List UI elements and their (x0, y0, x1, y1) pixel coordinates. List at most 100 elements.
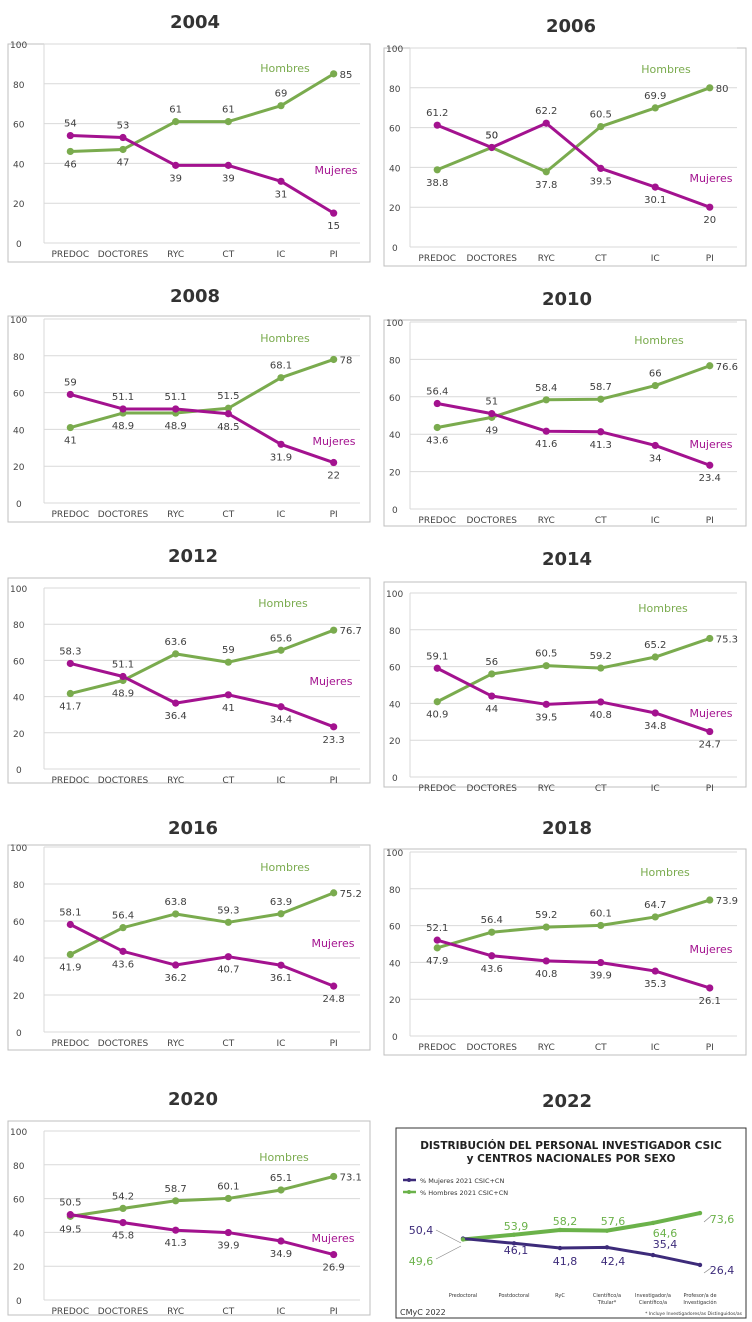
data-label: 26.9 (323, 1263, 345, 1274)
data-label: 36.4 (165, 711, 187, 722)
y-tick-label: 40 (13, 694, 25, 704)
x-tick-label: PI (330, 1039, 338, 1049)
x-tick-label: PI (706, 516, 714, 526)
x-tick-label: PREDOC (418, 516, 456, 526)
data-point-hombres (433, 698, 441, 706)
data-point-hombres (224, 658, 232, 666)
data-label: 61.2 (426, 108, 448, 119)
data-point-hombres (651, 381, 659, 390)
data-point-mujeres (542, 957, 550, 965)
infographic-title-line: y CENTROS NACIONALES POR SEXO (467, 1153, 676, 1165)
data-label: 65.2 (644, 640, 666, 651)
data-point-hombres-2022 (460, 1237, 466, 1242)
data-label: 47 (117, 157, 130, 168)
data-point-hombres (706, 84, 714, 92)
x-tick-label: RYC (167, 510, 184, 520)
data-point-hombres (172, 910, 180, 918)
data-label: 54.2 (112, 1191, 134, 1202)
data-label: 23.4 (699, 473, 721, 484)
data-point-hombres (651, 653, 659, 661)
data-label-mujeres-2022: 26,4 (710, 1264, 735, 1277)
data-label: 24.7 (699, 740, 721, 751)
y-tick-label: 80 (389, 886, 401, 896)
y-tick-label: 0 (392, 774, 398, 784)
data-label: 46 (64, 159, 77, 170)
chart-title: 2022 (542, 1091, 592, 1112)
y-tick-label: 20 (13, 463, 25, 473)
data-point-mujeres (542, 700, 550, 708)
data-point-hombres-2022 (557, 1227, 563, 1233)
data-point-mujeres (433, 399, 441, 408)
y-tick-label: 80 (389, 85, 401, 95)
data-label: 26.1 (699, 996, 721, 1007)
data-label: 41.9 (59, 962, 81, 973)
data-point-hombres (224, 1194, 232, 1203)
y-tick-label: 0 (16, 1029, 22, 1039)
data-label: 36.2 (165, 973, 187, 984)
data-label-mujeres-2022: 35,4 (653, 1238, 678, 1251)
series-label-hombres: Hombres (259, 1151, 309, 1164)
data-label-hombres-2022: 64,6 (653, 1227, 678, 1240)
data-label: 59.3 (217, 905, 239, 916)
data-point-hombres (330, 626, 338, 634)
data-point-mujeres (172, 161, 180, 169)
x-tick-label: PREDOC (418, 1043, 456, 1053)
x-tick-label: IC (651, 516, 660, 526)
data-label: 61 (222, 105, 235, 116)
data-label-hombres-2022: 53,9 (504, 1220, 529, 1233)
chart-frame (7, 577, 371, 784)
data-label: 41 (222, 703, 235, 714)
x-tick-label: CT (222, 1307, 234, 1317)
data-point-hombres (172, 1197, 180, 1205)
y-tick-label: 80 (389, 356, 401, 366)
data-point-hombres-2022 (604, 1228, 610, 1233)
data-label: 39.5 (590, 176, 612, 187)
data-point-mujeres (651, 967, 659, 975)
y-tick-label: 40 (389, 959, 401, 969)
x-tick-label: DOCTORES (98, 1039, 149, 1049)
data-point-mujeres (330, 209, 338, 217)
leader-line (703, 1215, 712, 1223)
data-label: 34.8 (644, 721, 666, 732)
data-label: 48.5 (217, 422, 239, 433)
series-label-mujeres: Mujeres (689, 172, 732, 185)
y-tick-label: 20 (389, 737, 401, 747)
x-tick-label: PREDOC (418, 254, 456, 264)
data-point-hombres (542, 396, 550, 404)
data-label: 56 (485, 657, 498, 668)
x-tick-label-2022: Titular* (597, 1300, 617, 1306)
x-tick-label: CT (595, 254, 607, 264)
series-line-mujeres (436, 402, 711, 467)
data-point-hombres (66, 950, 74, 959)
data-label: 20 (703, 215, 716, 226)
data-label: 36.1 (270, 973, 292, 984)
x-tick-label: RYC (167, 776, 184, 786)
data-label-hombres-2022: 58,2 (553, 1215, 578, 1228)
series-label-hombres: Hombres (260, 62, 310, 75)
data-label: 49.5 (59, 1224, 81, 1235)
x-tick-label: PREDOC (51, 1307, 89, 1317)
y-tick-label: 0 (16, 1297, 22, 1307)
data-label: 53 (117, 121, 130, 132)
data-point-mujeres (433, 664, 441, 672)
y-tick-label: 60 (389, 923, 401, 933)
y-tick-label: 60 (13, 918, 25, 928)
data-label: 69 (275, 89, 288, 100)
y-tick-label: 60 (13, 121, 25, 131)
y-tick-label: 100 (386, 45, 403, 55)
data-point-hombres (277, 910, 285, 918)
chart-title: 2018 (542, 818, 592, 839)
data-point-hombres (277, 646, 285, 654)
data-point-hombres (277, 1186, 285, 1194)
data-point-hombres (119, 924, 127, 932)
y-tick-label: 0 (392, 1033, 398, 1043)
data-label: 65.1 (270, 1173, 292, 1184)
data-point-mujeres (706, 203, 714, 211)
series-label-hombres: Hombres (638, 602, 688, 615)
chart-title: 2020 (168, 1089, 218, 1110)
x-tick-label-2022: RyC (555, 1293, 565, 1299)
data-label: 51.1 (165, 392, 187, 403)
data-point-hombres (172, 650, 180, 658)
